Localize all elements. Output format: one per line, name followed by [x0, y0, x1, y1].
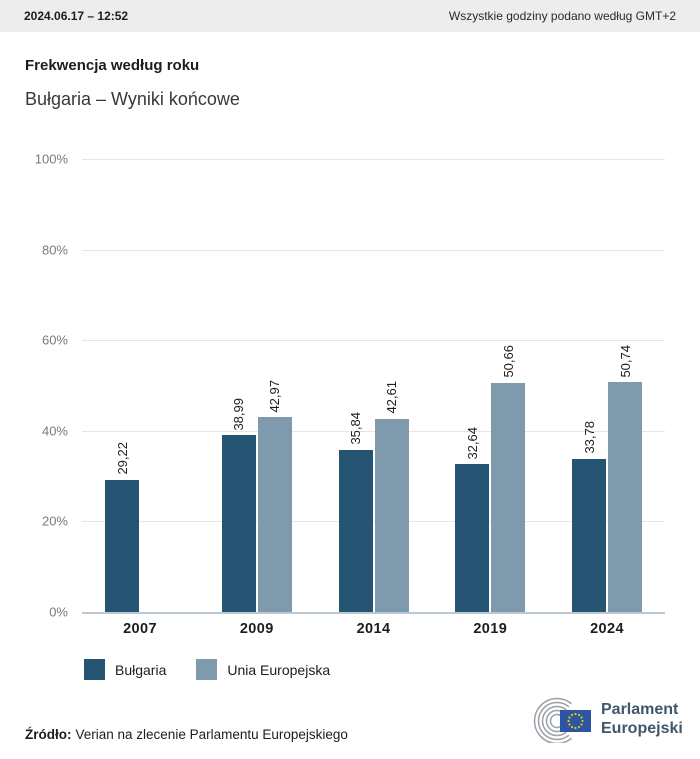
chart-legend: Bułgaria Unia Europejska — [84, 659, 330, 680]
bar-value-label: 29,22 — [105, 442, 139, 475]
x-axis-label-2024: 2024 — [590, 621, 624, 637]
bar-value-label: 33,78 — [572, 421, 606, 454]
bar-value-label: 32,64 — [455, 427, 489, 460]
bar-bulgaria-2007 — [105, 479, 139, 612]
header-datetime: 2024.06.17 – 12:52 — [24, 9, 129, 23]
bar-bulgaria-2019 — [455, 464, 490, 612]
bar-eu-2014 — [374, 418, 409, 612]
bar-chart-plot-area: 100% 80% 60% 40% 20% 0% 29,22 38,99 42,97 35,84 42… — [35, 152, 665, 620]
bar-eu-2024 — [608, 382, 642, 612]
source-note: Źródło: Verian na zlecenie Parlamentu Eur… — [25, 727, 348, 742]
x-axis-label-2014: 2014 — [356, 621, 391, 637]
legend-item-eu: Unia Europejska — [196, 659, 330, 680]
bar-value-label: 35,84 — [339, 412, 373, 445]
eu-flag-icon — [560, 710, 591, 732]
y-axis-tick-label: 20% — [41, 513, 68, 529]
bar-eu-2019 — [491, 382, 526, 612]
bar-value-text: 50,74 — [617, 344, 633, 378]
x-axis-line — [82, 612, 665, 614]
bar-value-text: 42,97 — [267, 379, 283, 413]
bar-value-label: 50,66 — [491, 345, 525, 378]
legend-label: Unia Europejska — [227, 661, 331, 678]
ep-hemicycle-icon — [533, 697, 591, 743]
header-timezone-note: Wszystkie godziny podano według GMT+2 — [448, 9, 676, 23]
bar-bulgaria-2009 — [221, 435, 256, 612]
bar-bulgaria-2024 — [572, 458, 606, 612]
bar-value-text: 38,99 — [231, 397, 247, 431]
ep-logo-text-line1: Parlament — [601, 701, 679, 719]
x-axis-label-2019: 2019 — [473, 621, 508, 637]
gridline — [82, 159, 665, 160]
y-axis-tick-label: 0% — [49, 604, 68, 620]
bar-bulgaria-2014 — [338, 449, 373, 612]
european-parliament-logo: Parlament Europejski — [527, 697, 683, 743]
source-label: Źródło: — [25, 727, 72, 742]
y-axis-tick-label: 100% — [34, 151, 68, 167]
header-bar: 2024.06.17 – 12:52 Wszystkie godziny pod… — [0, 0, 700, 32]
y-axis-tick-label: 40% — [41, 423, 68, 439]
legend-label: Bułgaria — [115, 661, 167, 678]
gridline — [82, 249, 665, 251]
gridline — [82, 340, 665, 342]
bar-value-label: 38,99 — [222, 398, 256, 431]
bar-value-label: 50,74 — [608, 345, 642, 378]
legend-item-bulgaria: Bułgaria — [84, 659, 166, 680]
gridline — [82, 521, 665, 523]
bar-value-text: 42,61 — [384, 381, 399, 414]
bar-value-text: 50,66 — [500, 344, 516, 378]
chart-subtitle: Bułgaria – Wyniki końcowe — [25, 89, 240, 109]
bar-eu-2009 — [257, 417, 292, 612]
bar-value-text: 35,84 — [348, 412, 363, 445]
y-axis-tick-label: 80% — [41, 242, 68, 258]
ep-logo-text-line2: Europejski — [601, 720, 683, 737]
legend-swatch-eu — [196, 659, 218, 680]
legend-swatch-bulgaria — [84, 659, 105, 680]
bar-value-text: 29,22 — [114, 442, 130, 475]
bar-value-text: 33,78 — [581, 421, 597, 454]
ep-logo-text: Parlament Europejski — [601, 701, 683, 739]
x-axis-label-2007: 2007 — [123, 621, 157, 637]
bar-value-label: 42,61 — [375, 381, 409, 414]
x-axis-label-2009: 2009 — [239, 621, 274, 637]
y-axis-tick-label: 60% — [41, 332, 68, 348]
bar-value-text: 32,64 — [464, 426, 480, 460]
chart-title: Frekwencja według roku — [25, 57, 200, 74]
gridline — [82, 430, 665, 432]
source-text: Verian na zlecenie Parlamentu Europejski… — [75, 727, 348, 742]
bar-value-label: 42,97 — [258, 380, 292, 413]
